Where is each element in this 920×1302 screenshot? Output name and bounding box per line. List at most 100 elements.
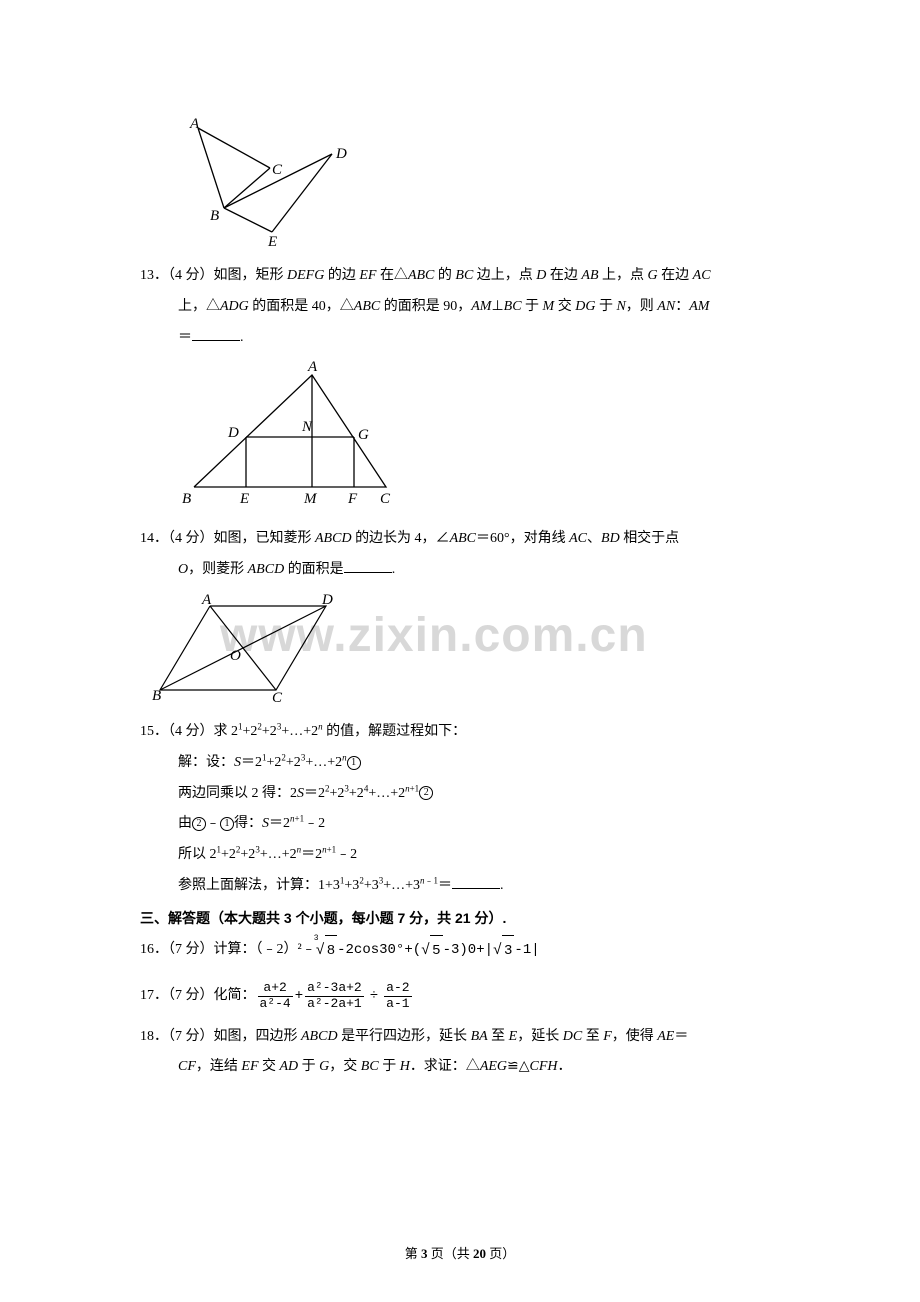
t: 于: [522, 299, 543, 314]
t: ，则菱形: [188, 562, 248, 577]
t: CFH: [530, 1059, 558, 1074]
frac-1: a+2a²-4: [258, 981, 293, 1011]
t: AM: [471, 299, 491, 314]
t: 所以: [178, 847, 210, 862]
t: 页（共: [427, 1246, 473, 1261]
t: H: [400, 1059, 410, 1074]
t: ：: [675, 299, 689, 314]
t: 的边: [324, 268, 359, 283]
svg-text:A: A: [307, 359, 318, 375]
t: ＝: [674, 1029, 688, 1044]
t: +: [295, 981, 303, 1012]
t: F: [603, 1029, 612, 1044]
blank-q13: [192, 327, 240, 341]
t: 第: [405, 1246, 421, 1261]
t: ABC: [408, 268, 434, 283]
t: 在边: [546, 268, 581, 283]
t: CF: [178, 1059, 196, 1074]
svg-text:M: M: [303, 491, 318, 507]
q15-number: 15．（4 分）: [140, 724, 214, 739]
t: DEFG: [287, 268, 324, 283]
t: 的边长为 4，∠: [352, 531, 450, 546]
t: 的面积是: [284, 562, 344, 577]
question-18: 18．（7 分）如图，四边形 ABCD 是平行四边形，延长 BA 至 E，延长 …: [140, 1022, 780, 1053]
sqrt3: 3: [493, 934, 514, 967]
circled-1: 1: [347, 756, 361, 770]
t: .: [500, 878, 504, 893]
svg-text:C: C: [272, 162, 283, 178]
t: 上，点: [599, 268, 648, 283]
t: 参照上面解法，计算：: [178, 878, 318, 893]
t: a+2: [258, 981, 293, 996]
t: 是平行四边形，延长: [338, 1029, 471, 1044]
t: 交: [554, 299, 575, 314]
t: ⊥: [491, 299, 503, 314]
q15-step4: 所以 21+22+23+…+2n＝2n+1﹣2: [140, 840, 780, 871]
page-footer: 第 3 页（共 20 页）: [0, 1243, 920, 1262]
t: a-1: [384, 997, 411, 1011]
figure-q13: A B C D G E F M N: [180, 357, 780, 512]
t: 两边同乘以 2 得：: [178, 786, 290, 801]
t: 在△: [376, 268, 408, 283]
t: 8: [325, 935, 337, 967]
t: ABCD: [248, 562, 285, 577]
t: EF: [359, 268, 376, 283]
t: -1|: [514, 935, 539, 966]
q13-number: 13．（4 分）: [140, 268, 214, 283]
q14-number: 14．（4 分）: [140, 531, 214, 546]
sqrt5: 5: [421, 934, 442, 967]
t: ，使得: [612, 1029, 658, 1044]
t: -2cos30°+(: [337, 935, 421, 966]
t: DG: [575, 299, 595, 314]
t: 的面积是 90，: [380, 299, 471, 314]
frac-2: a²-3a+2a²-2a+1: [305, 981, 364, 1011]
t: AB: [581, 268, 598, 283]
question-14: 14．（4 分）如图，已知菱形 ABCD 的边长为 4，∠ABC＝60°，对角线…: [140, 524, 780, 555]
q16-number: 16．（7 分）: [140, 935, 214, 966]
t: 、: [587, 531, 601, 546]
t: BC: [455, 268, 473, 283]
t: ，延长: [517, 1029, 563, 1044]
t: AD: [280, 1059, 299, 1074]
t: AC: [693, 268, 711, 283]
t: AC: [569, 531, 587, 546]
t: 如图，已知菱形: [214, 531, 316, 546]
figure-q14: A B C D O: [150, 590, 780, 705]
frac-3: a-2a-1: [384, 981, 411, 1011]
blank-q14: [344, 559, 392, 573]
figure-q12: A B C D E: [180, 114, 780, 249]
q15-text: 求 21+22+23+…+2n 的值，解题过程如下：: [214, 724, 467, 739]
cube-root: 38: [316, 934, 337, 967]
question-15: 15．（4 分）求 21+22+23+…+2n 的值，解题过程如下：: [140, 717, 780, 748]
t: -3): [443, 935, 468, 966]
svg-text:B: B: [152, 688, 161, 704]
t: ÷: [370, 981, 378, 1012]
t: 边上，点: [473, 268, 536, 283]
t: BC: [361, 1059, 379, 1074]
t: DC: [563, 1029, 582, 1044]
t: 交: [259, 1059, 280, 1074]
t: 于: [298, 1059, 319, 1074]
q15-step3: 由2﹣1得：S＝2n+1﹣2: [140, 809, 780, 840]
t: G: [319, 1059, 329, 1074]
t: BD: [601, 531, 620, 546]
question-13: 13．（4 分）如图，矩形 DEFG 的边 EF 在△ABC 的 BC 边上，点…: [140, 261, 780, 292]
svg-text:C: C: [380, 491, 391, 507]
svg-text:F: F: [347, 491, 358, 507]
circled-2b: 2: [192, 817, 206, 831]
t: ，连结: [196, 1059, 242, 1074]
t: 5: [430, 935, 442, 967]
circled-2: 2: [419, 786, 433, 800]
t: ABCD: [315, 531, 352, 546]
q15-step5: 参照上面解法，计算：1+31+32+33+…+3n﹣1＝.: [140, 871, 780, 902]
t: 解：设：: [178, 755, 234, 770]
t: ＝60°，对角线: [476, 531, 569, 546]
t: 页）: [486, 1246, 515, 1261]
question-16: 16．（7 分）计算：（﹣2）²﹣ 38 -2cos30°+(5-3)0+|3-…: [140, 934, 780, 967]
question-18-line2: CF，连结 EF 交 AD 于 G，交 BC 于 H．求证：△AEG≌△CFH．: [140, 1052, 780, 1083]
svg-text:A: A: [189, 116, 200, 132]
svg-text:C: C: [272, 690, 283, 705]
t: ABCD: [301, 1029, 338, 1044]
t: 3: [502, 935, 514, 967]
t: N: [616, 299, 625, 314]
